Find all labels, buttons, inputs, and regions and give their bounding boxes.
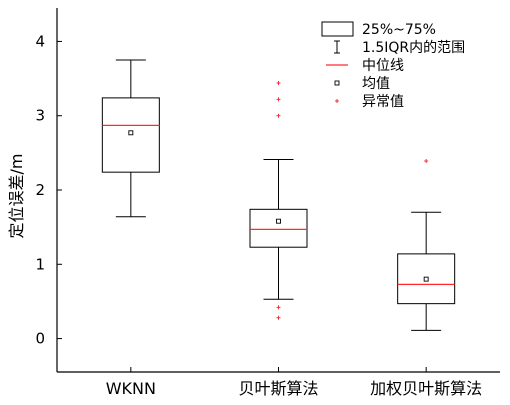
mean-marker (276, 218, 281, 224)
outlier-marker (276, 113, 281, 118)
legend-item-whisker: 1.5IQR内的范围 (334, 39, 465, 56)
legend-item-outlier: 异常值 (335, 94, 404, 110)
x-tick-label: 贝叶斯算法 (238, 379, 318, 398)
outlier-marker (276, 97, 281, 102)
legend-label: 1.5IQR内的范围 (362, 39, 465, 56)
outlier-marker (424, 159, 429, 164)
legend-label: 均值 (362, 76, 390, 92)
legend-label: 异常值 (362, 94, 404, 110)
legend-item-mean: 均值 (334, 76, 390, 92)
x-tick-label: WKNN (106, 379, 156, 398)
outlier-marker (276, 81, 281, 86)
outlier-marker (276, 305, 281, 310)
y-tick-label: 2 (35, 181, 45, 199)
legend-label: 25%~75% (362, 22, 436, 38)
legend-item-median: 中位线 (326, 58, 404, 74)
y-tick-label: 1 (35, 255, 45, 273)
box-group-3 (397, 159, 456, 331)
outlier-marker (276, 315, 281, 320)
y-tick-label: 4 (35, 32, 45, 50)
axes: 0 1 2 3 4 WKNN 贝叶斯算法 加权贝叶斯算法 (35, 8, 500, 398)
y-tick-label: 0 (35, 330, 45, 348)
box-group-2 (249, 81, 308, 320)
mean-marker (128, 130, 134, 136)
box-iqr (397, 253, 456, 305)
box-iqr (249, 208, 308, 248)
legend-box-symbol (321, 21, 354, 37)
x-tick-label: 加权贝叶斯算法 (370, 379, 482, 398)
legend-item-box: 25%~75% (321, 21, 436, 38)
legend-mean-symbol (334, 80, 340, 86)
y-tick-label: 3 (35, 107, 45, 125)
mean-marker (423, 276, 429, 282)
y-axis-title: 定位误差/m (7, 154, 26, 239)
legend-label: 中位线 (362, 58, 404, 74)
box-group-1 (101, 59, 160, 218)
boxes (101, 59, 456, 331)
